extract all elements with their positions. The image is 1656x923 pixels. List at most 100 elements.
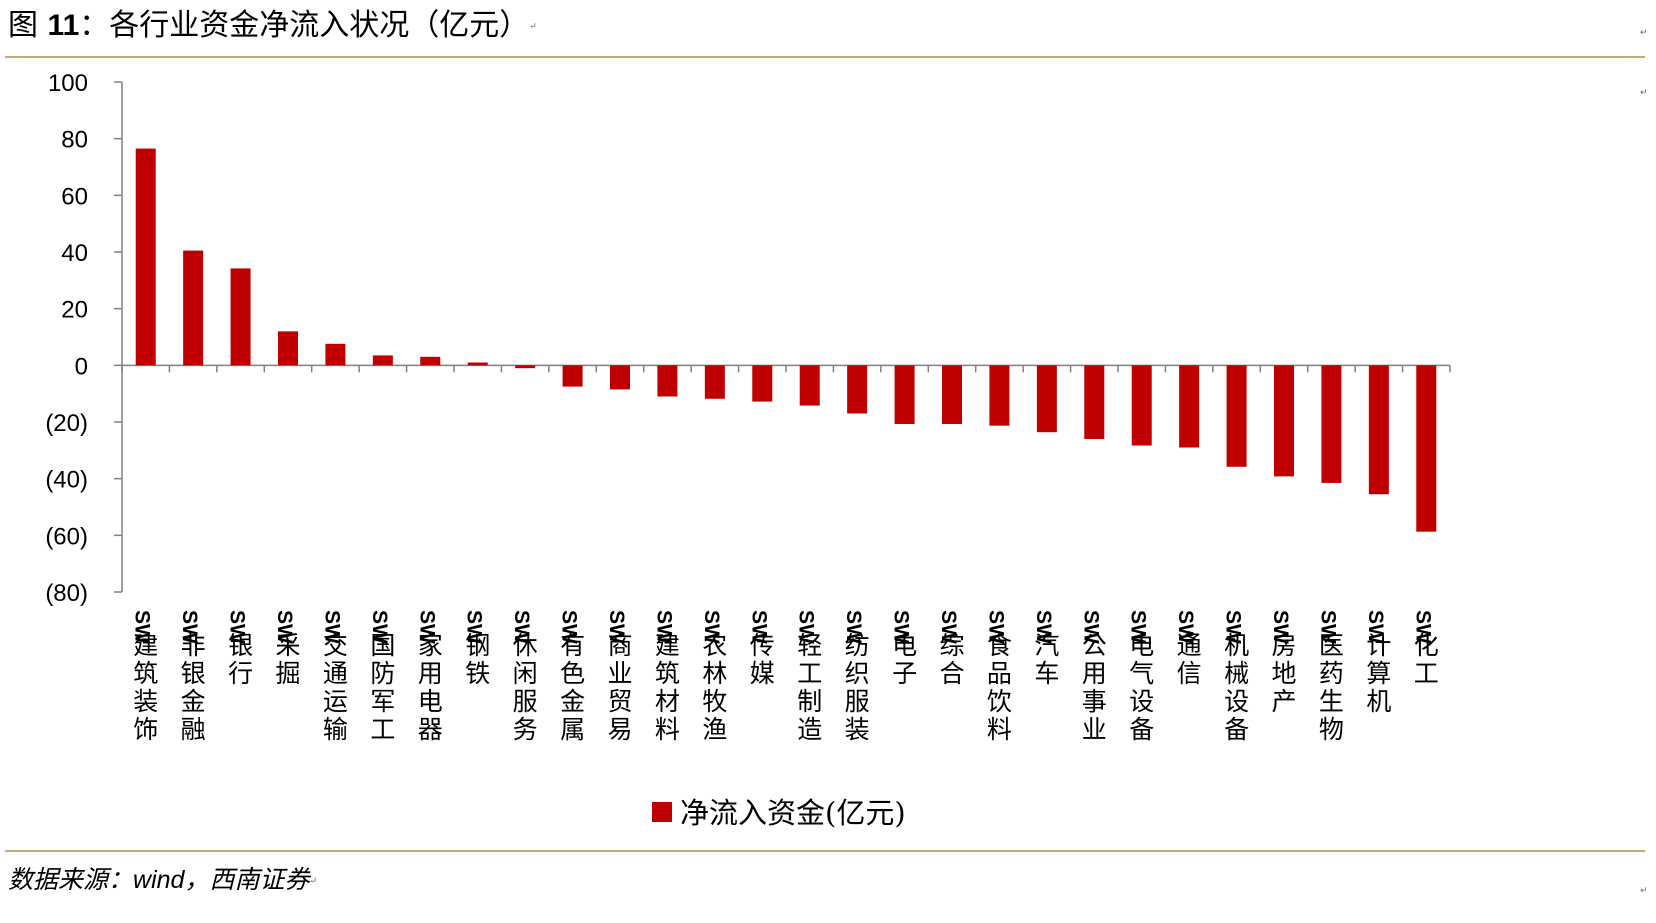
x-category-char: 色 xyxy=(560,659,585,688)
figure-title: 图 11：各行业资金净流入状况（亿元）↵ xyxy=(8,6,537,47)
x-category-prefix: SW xyxy=(795,610,818,644)
x-category-char: 工 xyxy=(370,715,395,744)
x-category-char: 用 xyxy=(418,659,443,688)
x-category-char: 渔 xyxy=(702,715,727,744)
x-category-char: 房 xyxy=(1271,631,1296,660)
x-category-char: 银 xyxy=(181,659,206,688)
bar xyxy=(562,365,583,387)
x-category-prefix: SW xyxy=(1032,610,1055,644)
bar xyxy=(135,148,156,366)
paragraph-mark-source: ↵ xyxy=(309,876,318,887)
x-category-prefix: SW xyxy=(652,610,675,644)
bar xyxy=(847,365,868,414)
x-category-char: 筑 xyxy=(655,659,680,688)
bar xyxy=(610,365,630,390)
x-category-char: 交 xyxy=(323,631,348,660)
x-category-char: 饰 xyxy=(133,715,158,744)
figure-number: 11 xyxy=(47,9,80,42)
y-tick-label: 0 xyxy=(75,353,88,380)
bar xyxy=(372,355,393,366)
bar xyxy=(230,268,251,366)
bar xyxy=(1084,365,1105,439)
x-category-prefix: SW xyxy=(510,610,533,644)
y-tick-label: (60) xyxy=(45,523,88,550)
x-category-char: 产 xyxy=(1271,687,1296,716)
x-category-char: 信 xyxy=(1177,659,1202,688)
x-category-char: 工 xyxy=(797,659,822,688)
bar xyxy=(183,250,204,366)
legend-swatch xyxy=(652,802,672,822)
bar xyxy=(1226,365,1247,467)
x-category-char: 医 xyxy=(1319,631,1344,660)
source-name: wind xyxy=(133,866,185,894)
x-category-char: 机 xyxy=(1366,687,1391,716)
x-category-char: 机 xyxy=(1224,631,1249,660)
x-category-char: 制 xyxy=(797,687,822,716)
bar xyxy=(278,331,298,366)
source-label: 数据来源： xyxy=(8,865,134,894)
x-category-char: 公 xyxy=(1082,631,1107,660)
x-category-prefix: SW xyxy=(1174,610,1197,644)
x-category-char: 装 xyxy=(133,687,158,716)
x-category-char: 休 xyxy=(513,631,538,660)
x-category-char: 通 xyxy=(1177,631,1202,660)
bar xyxy=(1179,365,1200,448)
bar xyxy=(704,365,725,399)
bar xyxy=(942,365,962,424)
x-category-char: 传 xyxy=(750,631,775,660)
x-category-char: 建 xyxy=(655,631,680,660)
x-category-char: 地 xyxy=(1271,659,1296,688)
x-category-char: 军 xyxy=(370,687,395,716)
bottom-rule xyxy=(5,850,1645,852)
x-category-prefix: SW xyxy=(320,610,343,644)
x-category-char: 备 xyxy=(1224,715,1249,744)
x-category-char: 业 xyxy=(1082,715,1107,744)
x-category-char: 行 xyxy=(228,659,253,688)
x-category-char: 掘 xyxy=(275,659,300,688)
x-category-char: 铁 xyxy=(465,659,490,688)
x-category-prefix: SW xyxy=(605,610,628,644)
y-tick-label: 40 xyxy=(61,240,88,267)
y-tick-label: 80 xyxy=(61,127,88,154)
x-category-char: 车 xyxy=(1034,659,1059,688)
bar xyxy=(657,365,678,397)
x-category-char: 纺 xyxy=(845,631,870,660)
bar xyxy=(1321,365,1342,483)
x-category-char: 易 xyxy=(607,715,632,744)
source-separator: ， xyxy=(184,865,210,894)
x-category-prefix: SW xyxy=(131,610,154,644)
x-category-prefix: SW xyxy=(1269,610,1292,644)
source-org: 西南证券 xyxy=(209,865,310,894)
y-tick-label: 60 xyxy=(61,183,88,210)
x-category-prefix: SW xyxy=(273,610,296,644)
bar xyxy=(467,362,488,366)
x-category-prefix: SW xyxy=(463,610,486,644)
x-category-char: 器 xyxy=(418,715,443,744)
x-category-prefix: SW xyxy=(1411,610,1434,644)
paragraph-mark-right-1: ↵ xyxy=(1640,28,1648,38)
x-category-char: 家 xyxy=(418,631,443,660)
x-category-char: 食 xyxy=(987,631,1012,660)
x-category-char: 贸 xyxy=(607,687,632,716)
x-category-char: 品 xyxy=(987,659,1012,688)
x-category-char: 饮 xyxy=(987,687,1012,716)
x-category-char: 采 xyxy=(275,631,300,660)
x-category-char: 装 xyxy=(845,715,870,744)
x-category-char: 服 xyxy=(845,687,870,716)
x-category-prefix: SW xyxy=(1079,610,1102,644)
x-category-char: 闲 xyxy=(513,659,538,688)
